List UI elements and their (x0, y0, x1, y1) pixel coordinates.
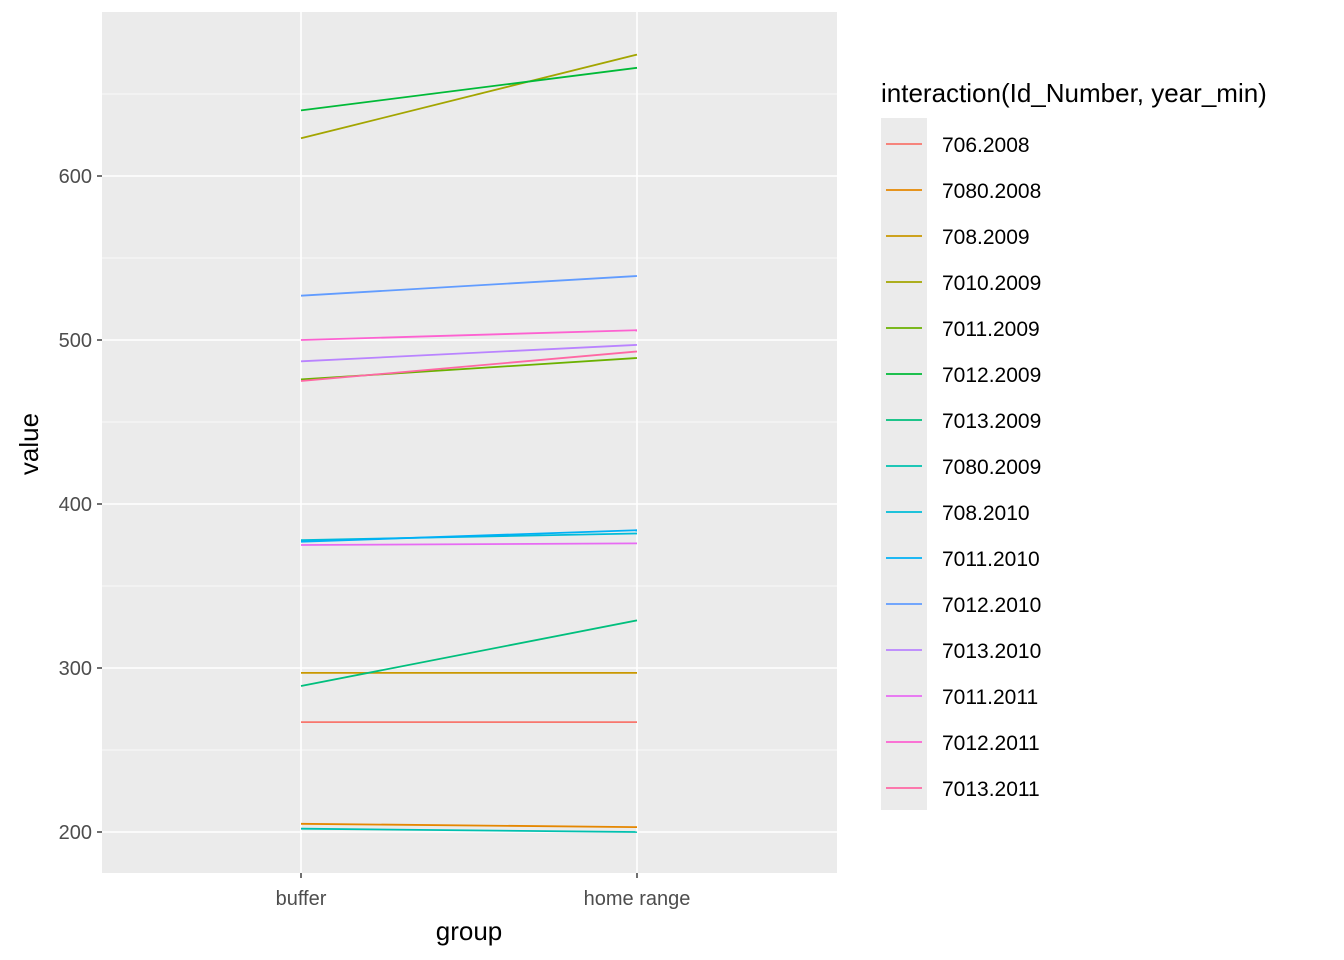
series-line (300, 827, 638, 833)
legend-label: 7012.2011 (942, 732, 1040, 755)
legend-label: 708.2010 (942, 502, 1030, 525)
legend-label: 7080.2009 (942, 456, 1041, 479)
series-line (300, 344, 638, 363)
legend-label: 7012.2009 (942, 364, 1041, 387)
y-tick-label: 300 (59, 658, 92, 680)
x-axis: buffer home range (276, 873, 691, 910)
legend-label: 7011.2009 (942, 318, 1040, 341)
series-line (300, 53, 638, 140)
legend-label: 7012.2010 (942, 594, 1041, 617)
legend-label: 7013.2010 (942, 640, 1041, 663)
legend-label: 7010.2009 (942, 272, 1041, 295)
legend-label: 7013.2011 (942, 778, 1040, 801)
series-lines (300, 53, 638, 833)
series-line (300, 329, 638, 341)
grid-minor (102, 93, 837, 751)
y-axis: 200 300 400 500 600 (59, 166, 102, 844)
legend-label: 7013.2009 (942, 410, 1041, 433)
series-line (300, 822, 638, 828)
x-tick-label: home range (584, 888, 691, 910)
plot-panel (102, 12, 837, 873)
series-line (300, 350, 638, 382)
series-line (300, 275, 638, 297)
legend-title: interaction(Id_Number, year_min) (881, 78, 1267, 108)
legend-label: 7011.2011 (942, 686, 1038, 709)
legend-key-background (881, 118, 927, 810)
y-tick-label: 500 (59, 330, 92, 352)
y-tick-label: 200 (59, 822, 92, 844)
series-line (300, 66, 638, 112)
legend-label: 706.2008 (942, 134, 1030, 157)
x-tick-label: buffer (276, 888, 327, 910)
grid-major (102, 12, 837, 873)
series-line (300, 542, 638, 546)
y-tick-label: 400 (59, 494, 92, 516)
legend: 706.2008 7080.2008 708.2009 7010.2009 7011.2… (886, 134, 1041, 801)
legend-label: 7011.2010 (942, 548, 1040, 571)
series-line (300, 619, 638, 687)
series-line (300, 529, 638, 543)
x-axis-title: group (436, 916, 503, 946)
legend-label: 7080.2008 (942, 180, 1041, 203)
legend-label: 708.2009 (942, 226, 1030, 249)
y-axis-title: value (14, 413, 44, 475)
y-tick-label: 600 (59, 166, 92, 188)
